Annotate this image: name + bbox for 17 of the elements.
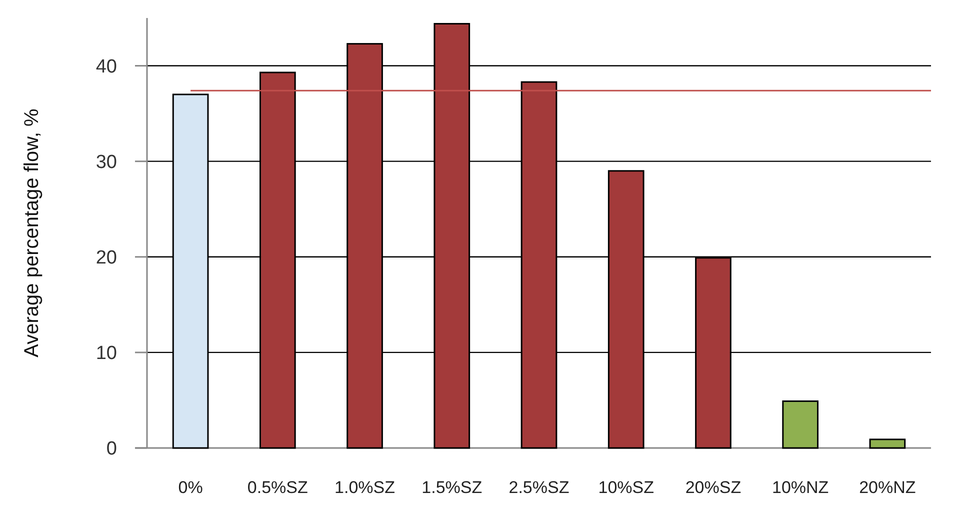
x-tick-label: 10%NZ — [772, 478, 829, 497]
x-tick-label: 0% — [178, 478, 203, 497]
y-tick-label: 40 — [96, 56, 117, 78]
y-tick-label: 20 — [96, 248, 117, 269]
y-tick-label: 10 — [96, 343, 117, 364]
x-tick-label: 10%SZ — [598, 478, 654, 497]
bar — [782, 400, 819, 449]
x-tick-label: 1.0%SZ — [334, 478, 396, 497]
x-tick-label: 0.5%SZ — [247, 478, 308, 497]
x-tick-label: 20%NZ — [859, 478, 916, 497]
y-axis-title: Average percentage flow, % — [21, 108, 43, 358]
y-tick-label: 0 — [106, 438, 117, 460]
x-tick-label: 1.5%SZ — [422, 478, 482, 497]
y-tick-label: 30 — [96, 152, 117, 173]
x-tick-label: 2.5%SZ — [508, 478, 570, 497]
bar — [869, 438, 906, 449]
x-tick-label: 20%SZ — [685, 478, 742, 497]
